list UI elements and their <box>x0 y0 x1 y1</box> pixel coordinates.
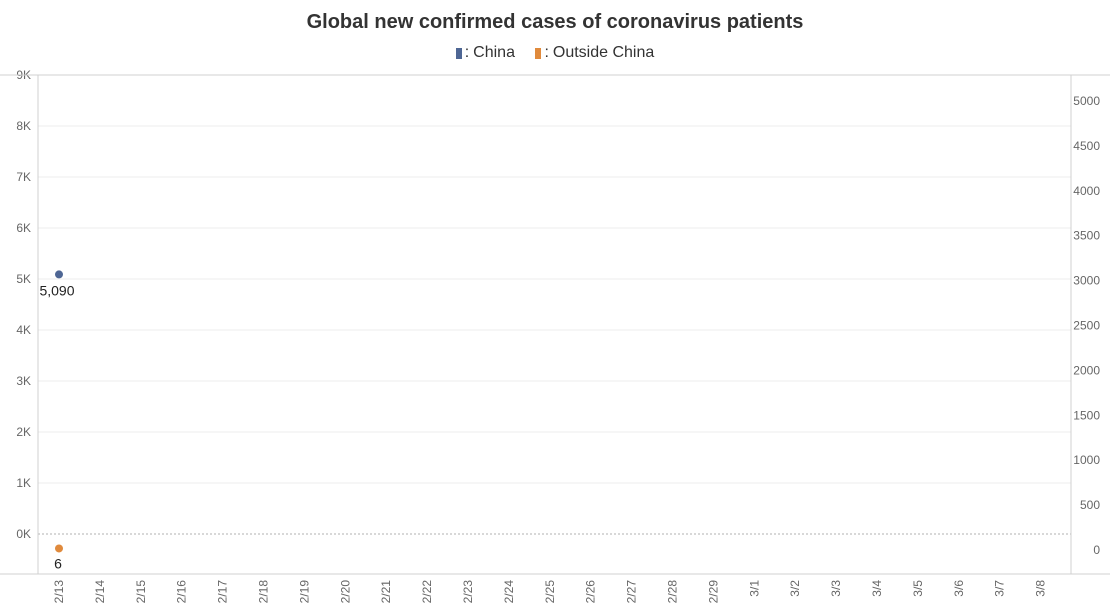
legend-separator: : <box>544 44 549 61</box>
x-tick-label: 2/29 <box>706 580 720 604</box>
left-tick-label: 5K <box>16 272 31 286</box>
right-tick-label: 1500 <box>1073 408 1100 422</box>
left-tick-label: 0K <box>16 527 31 541</box>
left-tick-label: 8K <box>16 119 31 133</box>
right-tick-label: 1000 <box>1073 453 1100 467</box>
legend-swatch-china <box>455 47 462 59</box>
right-tick-label: 3000 <box>1073 274 1100 288</box>
x-tick-label: 2/19 <box>297 580 311 604</box>
legend-separator: : <box>464 44 470 61</box>
data-point-china[interactable] <box>55 270 63 279</box>
x-tick-label: 3/2 <box>788 580 802 597</box>
right-tick-label: 2000 <box>1073 363 1100 377</box>
left-tick-label: 1K <box>16 476 31 490</box>
legend-swatch-outside-china <box>535 47 542 59</box>
x-tick-label: 3/5 <box>911 580 925 597</box>
legend-item-outside-china[interactable]: : Outside China <box>535 44 654 62</box>
right-tick-label: 3500 <box>1073 229 1100 243</box>
legend: : China : Outside China <box>0 44 1110 64</box>
x-tick-label: 2/27 <box>625 580 639 604</box>
right-tick-label: 4500 <box>1073 139 1100 153</box>
data-point-outside-china[interactable] <box>55 544 63 553</box>
left-tick-label: 4K <box>16 323 31 337</box>
left-tick-label: 2K <box>16 425 31 439</box>
left-tick-label: 7K <box>16 170 31 184</box>
right-tick-label: 4000 <box>1073 184 1100 198</box>
right-tick-label: 500 <box>1080 498 1100 512</box>
x-tick-label: 2/14 <box>93 580 107 604</box>
x-tick-label: 3/1 <box>747 580 761 597</box>
x-tick-label: 2/25 <box>543 580 557 604</box>
x-tick-label: 2/20 <box>338 580 352 604</box>
x-tick-label: 3/4 <box>870 580 884 597</box>
right-tick-label: 2500 <box>1073 319 1100 333</box>
right-tick-label: 0 <box>1093 543 1100 557</box>
x-tick-label: 2/26 <box>584 580 598 604</box>
x-tick-label: 2/16 <box>175 580 189 604</box>
x-tick-label: 2/23 <box>461 580 475 604</box>
right-tick-label: 5000 <box>1073 94 1100 108</box>
data-label-china: 5,090 <box>39 282 74 298</box>
legend-item-china[interactable]: : China <box>455 44 515 62</box>
legend-label-outside-china: Outside China <box>552 44 655 61</box>
x-tick-label: 2/21 <box>379 580 393 604</box>
x-tick-label: 2/28 <box>666 580 680 604</box>
x-tick-label: 2/24 <box>502 580 516 604</box>
x-tick-label: 2/22 <box>420 580 434 604</box>
x-tick-label: 2/17 <box>216 580 230 604</box>
chart-title: Global new confirmed cases of coronaviru… <box>306 11 804 33</box>
x-tick-label: 3/7 <box>993 580 1007 597</box>
legend-label-china: China <box>473 44 515 61</box>
x-tick-label: 3/3 <box>829 580 843 597</box>
left-tick-label: 3K <box>16 374 31 388</box>
x-tick-label: 2/15 <box>134 580 148 604</box>
x-tick-label: 3/8 <box>1034 580 1048 597</box>
data-label-outside-china: 6 <box>54 555 62 571</box>
x-tick-label: 3/6 <box>952 580 966 597</box>
x-tick-label: 2/18 <box>257 580 271 604</box>
x-tick-label: 2/13 <box>52 580 66 604</box>
left-tick-label: 6K <box>16 221 31 235</box>
